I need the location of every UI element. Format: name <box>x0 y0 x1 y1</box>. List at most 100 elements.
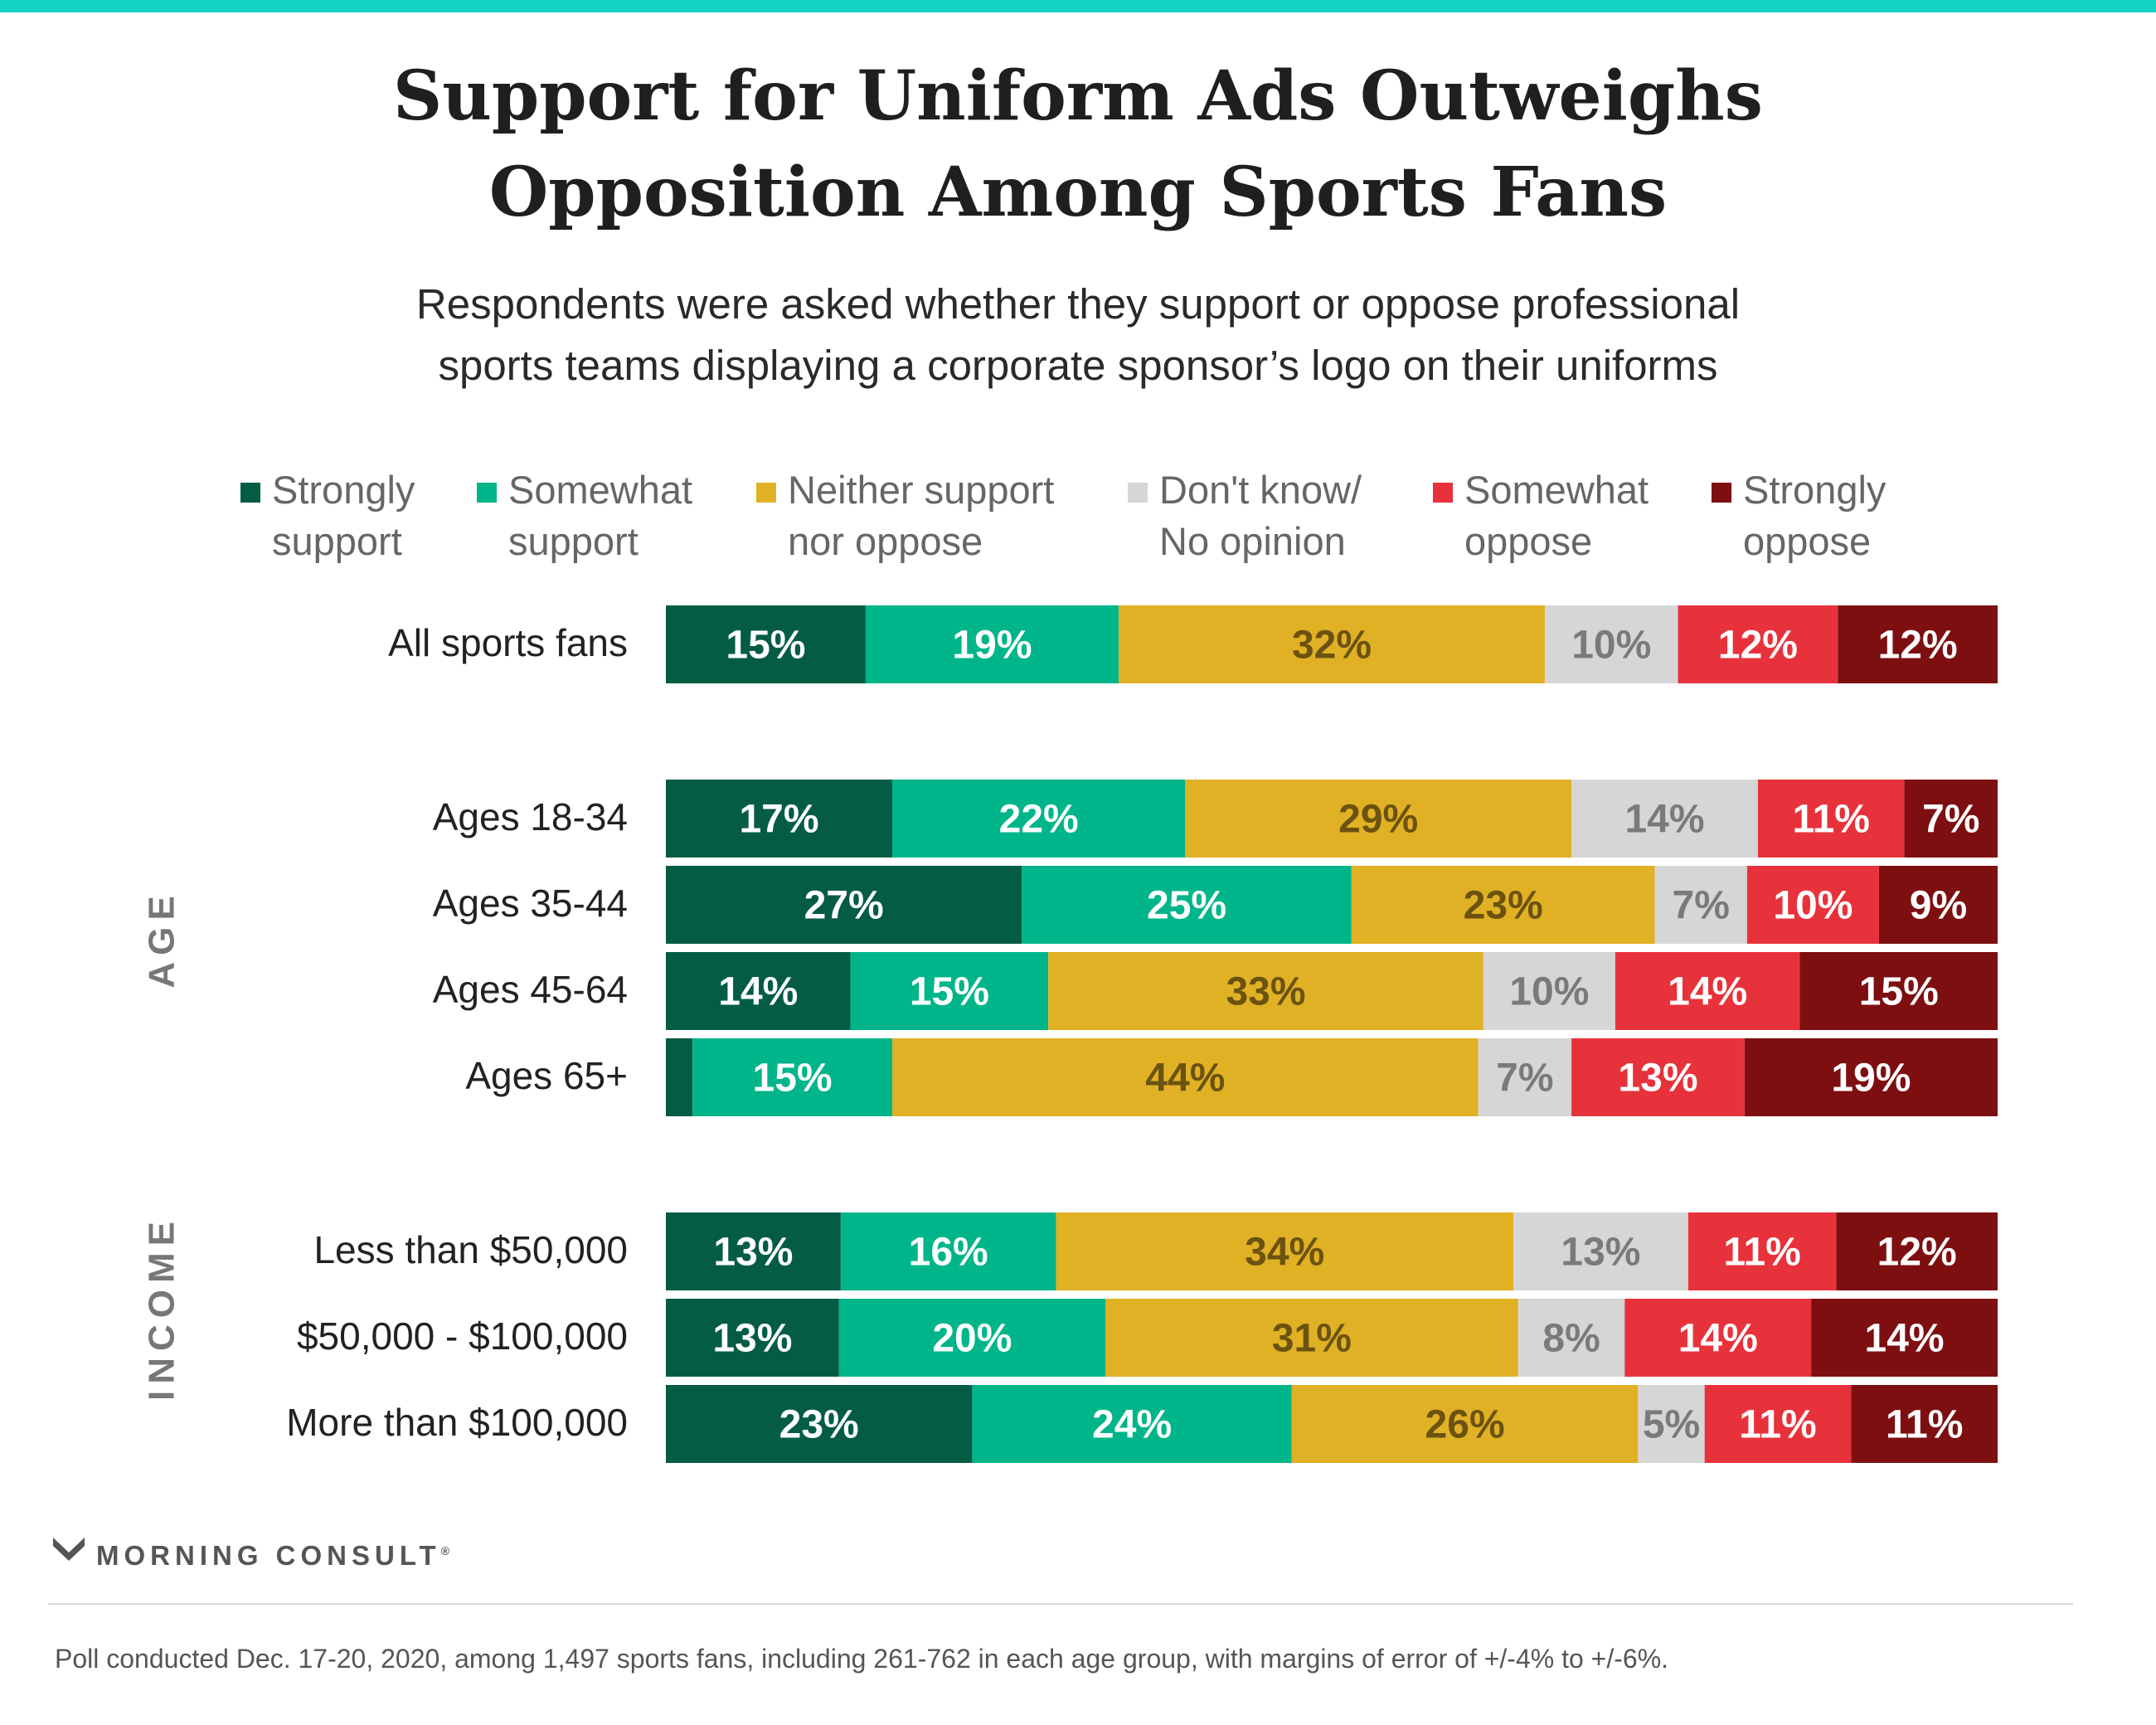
bar-value-label: 34% <box>1245 1231 1324 1275</box>
bar-segment <box>865 605 1119 683</box>
bar-value-label: 10% <box>1571 624 1651 668</box>
bar-value-label: 13% <box>713 1231 793 1275</box>
bar-segment <box>1351 866 1655 944</box>
bar-segment <box>1615 952 1800 1030</box>
bar-value-label: 25% <box>1147 884 1226 928</box>
bar-segment <box>1048 952 1483 1030</box>
legend-label-line: nor oppose <box>788 519 983 563</box>
bar-value-label: 7% <box>1922 798 1979 842</box>
bar-segment <box>850 952 1049 1030</box>
bar-value-label: 44% <box>1145 1057 1225 1101</box>
footer-divider <box>48 1603 2073 1605</box>
bar-value-label: 23% <box>779 1403 859 1447</box>
bar-segment <box>1704 1385 1852 1463</box>
bar-value-label: 12% <box>1877 1231 1957 1275</box>
bar-value-label: 24% <box>1092 1403 1172 1447</box>
legend-label: Somewhat oppose <box>1464 464 1649 567</box>
legend-label-line: support <box>272 519 402 563</box>
bar-value-label: 15% <box>726 624 805 668</box>
bar-value-label: 14% <box>1865 1317 1945 1361</box>
bar-segment <box>1483 952 1615 1030</box>
chart-title-line-1: Support for Uniform Ads Outweighs <box>393 56 1763 136</box>
legend-label: Somewhat support <box>508 464 692 567</box>
legend-label-line: support <box>508 519 639 563</box>
bar-segment <box>1571 1038 1745 1116</box>
bar-segment <box>666 1212 841 1290</box>
bar-segment <box>1291 1385 1639 1463</box>
bar-value-label: 8% <box>1542 1317 1600 1361</box>
bar-value-label: 20% <box>932 1317 1012 1361</box>
legend-label-line: Somewhat <box>508 468 693 512</box>
bar-segment <box>1838 605 1998 683</box>
category-label: Ages 18-34 <box>433 795 628 838</box>
legend-label: Neither support nor oppose <box>788 464 1054 567</box>
group-label: INCOME <box>142 1215 182 1401</box>
bar-segment <box>1056 1212 1513 1290</box>
bar-value-label: 29% <box>1338 798 1418 842</box>
legend-label: Strongly support <box>272 464 415 567</box>
bar-value-label: 14% <box>718 970 798 1014</box>
bar-segment <box>1687 1212 1837 1290</box>
bar-segment <box>666 866 1022 944</box>
bar-segment <box>1851 1385 1998 1463</box>
bar-value-label: 10% <box>1773 884 1853 928</box>
bar-value-label: 11% <box>1886 1403 1963 1447</box>
bar-segment <box>1904 780 1998 858</box>
bar-value-label: 23% <box>1464 884 1543 928</box>
bar-segment <box>1746 866 1879 944</box>
bar-segment <box>666 1299 839 1377</box>
chart-subtitle-line-2: sports teams displaying a corporate spon… <box>438 342 1718 389</box>
bar-value-label: 9% <box>1910 884 1967 928</box>
bar-segment <box>1799 952 1998 1030</box>
legend-label-line: Strongly <box>1743 468 1886 512</box>
bar-segment <box>972 1385 1292 1463</box>
bar-segment <box>666 952 851 1030</box>
bar-segment <box>1624 1299 1812 1377</box>
category-label: Ages 65+ <box>465 1054 628 1097</box>
bar-value-label: 15% <box>753 1057 833 1101</box>
bar-segment <box>1478 1038 1572 1116</box>
legend-label-line: Somewhat <box>1464 468 1649 512</box>
bar-value-label: 12% <box>1718 624 1798 668</box>
footnote: Poll conducted Dec. 17-20, 2020, among 1… <box>55 1644 1669 1674</box>
bar-value-label: 33% <box>1226 970 1305 1014</box>
legend-label-line: No opinion <box>1159 519 1346 563</box>
category-label: All sports fans <box>388 621 628 664</box>
legend-label-line: Strongly <box>272 468 415 512</box>
bar-value-label: 31% <box>1272 1317 1352 1361</box>
legend-label-line: oppose <box>1743 519 1872 563</box>
bar-segment <box>1022 866 1352 944</box>
bar-value-label: 7% <box>1496 1057 1553 1101</box>
category-label: Ages 45-64 <box>433 968 628 1011</box>
bar-value-label: 32% <box>1292 624 1372 668</box>
bar-value-label: 13% <box>1561 1231 1640 1275</box>
bar-value-label: 17% <box>739 798 818 842</box>
bar-value-label: 11% <box>1793 798 1870 842</box>
bar-value-label: 16% <box>909 1231 988 1275</box>
chart-legend: Strongly support Somewhat support Neither su… <box>0 464 2156 572</box>
bar-segment <box>666 605 866 683</box>
bar-value-label: 13% <box>712 1317 792 1361</box>
legend-label-line: Neither support <box>788 468 1055 512</box>
legend-label: Don't know/No opinion <box>1159 464 1362 567</box>
category-label: Ages 35-44 <box>433 882 628 925</box>
bar-value-label: 27% <box>804 884 884 928</box>
group-label: AGE <box>142 889 182 988</box>
legend-swatch <box>240 483 260 503</box>
stacked-bar-chart: All sports fans 15% 19% 32% 10% 12% 12% AGE Ages… <box>142 605 1998 1463</box>
chart-subtitle-line-1: Respondents were asked whether they supp… <box>415 280 1741 328</box>
legend-swatch <box>756 483 776 503</box>
legend-label-line: oppose <box>1464 519 1593 563</box>
bar-value-label: 11% <box>1739 1403 1816 1447</box>
bar-segment <box>1654 866 1747 944</box>
bar-segment <box>666 1038 693 1116</box>
bar-segment <box>840 1212 1056 1290</box>
category-label: More than $100,000 <box>286 1401 628 1444</box>
bar-segment <box>1836 1212 1998 1290</box>
legend-label: Strongly oppose <box>1743 464 1886 567</box>
bar-value-label: 14% <box>1668 970 1747 1014</box>
category-label: $50,000 - $100,000 <box>297 1314 628 1358</box>
morning-consult-m-icon <box>53 1538 85 1561</box>
bar-segment <box>692 1038 893 1116</box>
bar-segment <box>1185 780 1572 858</box>
